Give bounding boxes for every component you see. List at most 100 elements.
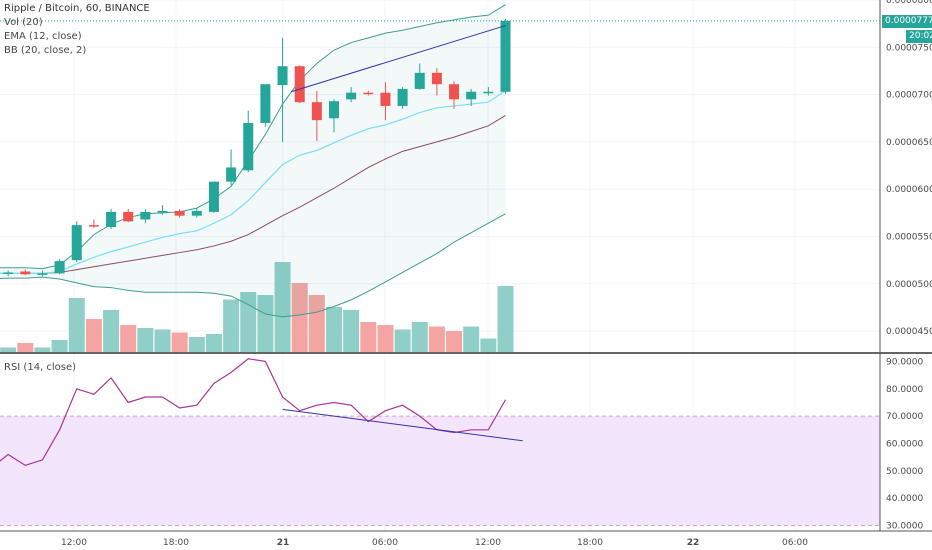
indicator-ema[interactable]: EMA (12, close) [4, 31, 82, 42]
volume-bar [171, 332, 188, 352]
candle-body [397, 88, 408, 106]
candle-body [449, 84, 460, 100]
volume-bar [103, 310, 120, 352]
price-tick-label: 0.00004500 [886, 327, 932, 337]
bb-basis-line [0, 114, 506, 274]
candle-body [431, 72, 442, 85]
indicator-bb[interactable]: BB (20, close, 2) [4, 45, 87, 56]
rsi-band [0, 416, 880, 526]
candle-body [174, 210, 185, 216]
candle-body [3, 272, 14, 274]
rsi-line [0, 358, 507, 467]
volume-bar [411, 322, 428, 352]
time-tick-label: 21 [277, 538, 290, 548]
volume-bar [497, 286, 514, 352]
candle-body [346, 92, 357, 100]
candle-body [123, 211, 134, 222]
volume-bar [120, 325, 137, 352]
candle-body [483, 91, 494, 94]
volume-bar [394, 329, 411, 352]
indicator-volume[interactable]: Vol (20) [4, 17, 43, 28]
candle-body [20, 271, 31, 275]
rsi-tick-label: 50.0000 [886, 467, 923, 477]
rsi-tick-label: 90.0000 [886, 357, 923, 367]
candle-body [191, 210, 202, 216]
countdown-tag: 20:02 [906, 30, 932, 43]
candle-body [294, 66, 305, 103]
bb-lower-line [0, 213, 506, 318]
last-price-tag: 0.00007779 [882, 15, 932, 28]
legend: Ripple / Bitcoin, 60, BINANCE Vol (20) E… [4, 2, 150, 58]
candle-body [500, 20, 511, 92]
volume-bar [17, 343, 34, 352]
candle-body [414, 72, 425, 89]
volume-bar [377, 325, 394, 352]
volume-bar [308, 295, 325, 352]
time-tick-label: 06:00 [372, 538, 398, 548]
candle-body [329, 101, 339, 119]
rsi-tick-label: 60.0000 [886, 440, 923, 450]
candle-body [277, 66, 288, 86]
volume-bar [154, 329, 171, 352]
volume-bar [446, 331, 463, 352]
candle-body [226, 167, 237, 182]
candle-body [243, 122, 254, 171]
candle-body [106, 211, 117, 228]
volume-bar [0, 347, 17, 352]
time-tick-label: 18:00 [577, 538, 603, 548]
volume-bar [68, 298, 85, 352]
rsi-trendline [282, 408, 523, 442]
rsi-tick-label: 80.0000 [886, 385, 923, 395]
candle-body [71, 225, 82, 261]
rsi-legend[interactable]: RSI (14, close) [4, 362, 77, 373]
candle-body [140, 211, 151, 220]
candle-body [363, 92, 374, 95]
volume-bar [274, 262, 291, 352]
volume-series [0, 262, 514, 352]
candle-body [466, 91, 477, 100]
price-trendline [290, 25, 506, 93]
volume-bar [205, 334, 222, 352]
time-tick-label: 12:00 [475, 538, 501, 548]
candle-body [380, 92, 391, 106]
time-tick-label: 22 [687, 538, 700, 548]
candle-body [54, 261, 65, 274]
volume-bar [291, 283, 308, 352]
volume-bar [480, 338, 497, 352]
volume-bar [223, 299, 240, 352]
volume-bar [257, 295, 274, 352]
volume-bar [326, 307, 342, 352]
candle-body [88, 225, 99, 227]
volume-bar [360, 322, 377, 352]
ema-line [0, 90, 506, 274]
candle-series [3, 18, 511, 277]
volume-bar [85, 319, 102, 352]
volume-bar [428, 326, 445, 352]
time-tick-label: 12:00 [61, 538, 87, 548]
time-tick-label: 06:00 [782, 538, 808, 548]
rsi-tick-label: 30.0000 [886, 522, 923, 532]
candle-body [37, 273, 48, 275]
volume-bar [34, 347, 51, 352]
volume-bar [343, 310, 360, 352]
time-tick-label: 18:00 [163, 538, 189, 548]
candle-body [208, 181, 219, 212]
symbol-title[interactable]: Ripple / Bitcoin, 60, BINANCE [4, 3, 150, 14]
volume-bar [188, 337, 205, 352]
candle-body [157, 210, 168, 213]
candle-body [311, 102, 322, 121]
volume-bar [137, 328, 154, 352]
volume-bar [463, 326, 480, 352]
candle-body [260, 84, 271, 123]
rsi-tick-label: 70.0000 [886, 412, 923, 422]
rsi-tick-label: 40.0000 [886, 494, 923, 504]
volume-bar [51, 340, 68, 352]
